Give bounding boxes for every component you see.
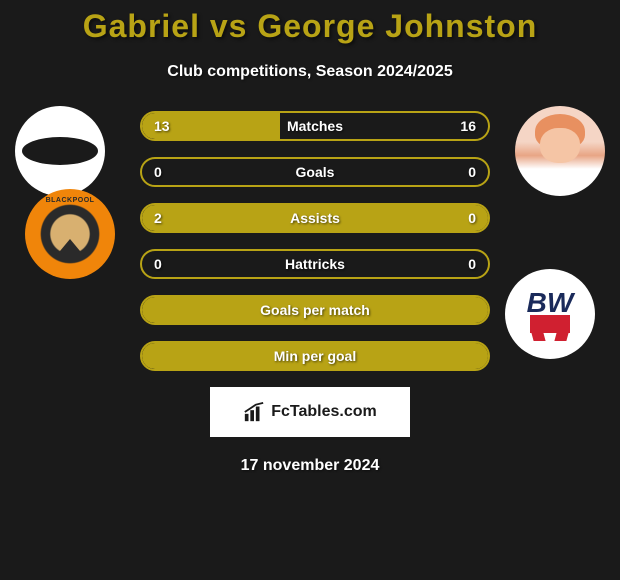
chart-icon: [243, 401, 265, 423]
stat-row: Hattricks 0 0: [140, 249, 490, 279]
stat-label: Min per goal: [274, 348, 356, 364]
site-logo-text: FcTables.com: [271, 403, 377, 421]
stat-rows: Matches1316Goals00Assists20Hattricks00Go…: [140, 111, 490, 371]
stat-label: Hattricks: [285, 256, 345, 272]
club-badge-left: [25, 189, 115, 279]
club-badge-right: BW: [505, 269, 595, 359]
comparison-title: Gabriel vs George Johnston: [0, 0, 620, 45]
stat-label: Matches: [287, 118, 343, 134]
stat-value-left: 2: [154, 210, 162, 226]
stat-value-right: 0: [468, 164, 476, 180]
stat-row: Min per goal: [140, 341, 490, 371]
stat-value-right: 0: [468, 210, 476, 226]
stat-value-left: 0: [154, 256, 162, 272]
stat-label: Goals: [296, 164, 335, 180]
stat-row: Assists 2 0: [140, 203, 490, 233]
stat-label: Goals per match: [260, 302, 370, 318]
player-right-avatar: [515, 106, 605, 196]
stat-value-left: 0: [154, 164, 162, 180]
stat-row: Matches 13 16: [140, 111, 490, 141]
stat-row: Goals 0 0: [140, 157, 490, 187]
stat-value-right: 0: [468, 256, 476, 272]
comparison-content: BW Matches 13 16 Goals 0 0 Assists 2 0 Hattricks 0…: [0, 111, 620, 371]
badge-right-ribbon: [530, 315, 570, 333]
player-left-avatar: [15, 106, 105, 196]
site-logo[interactable]: FcTables.com: [210, 387, 410, 437]
stat-row: Goals per match: [140, 295, 490, 325]
comparison-subtitle: Club competitions, Season 2024/2025: [0, 63, 620, 81]
stat-value-right: 16: [460, 118, 476, 134]
footer-date: 17 november 2024: [0, 457, 620, 475]
stat-label: Assists: [290, 210, 340, 226]
stat-value-left: 13: [154, 118, 170, 134]
